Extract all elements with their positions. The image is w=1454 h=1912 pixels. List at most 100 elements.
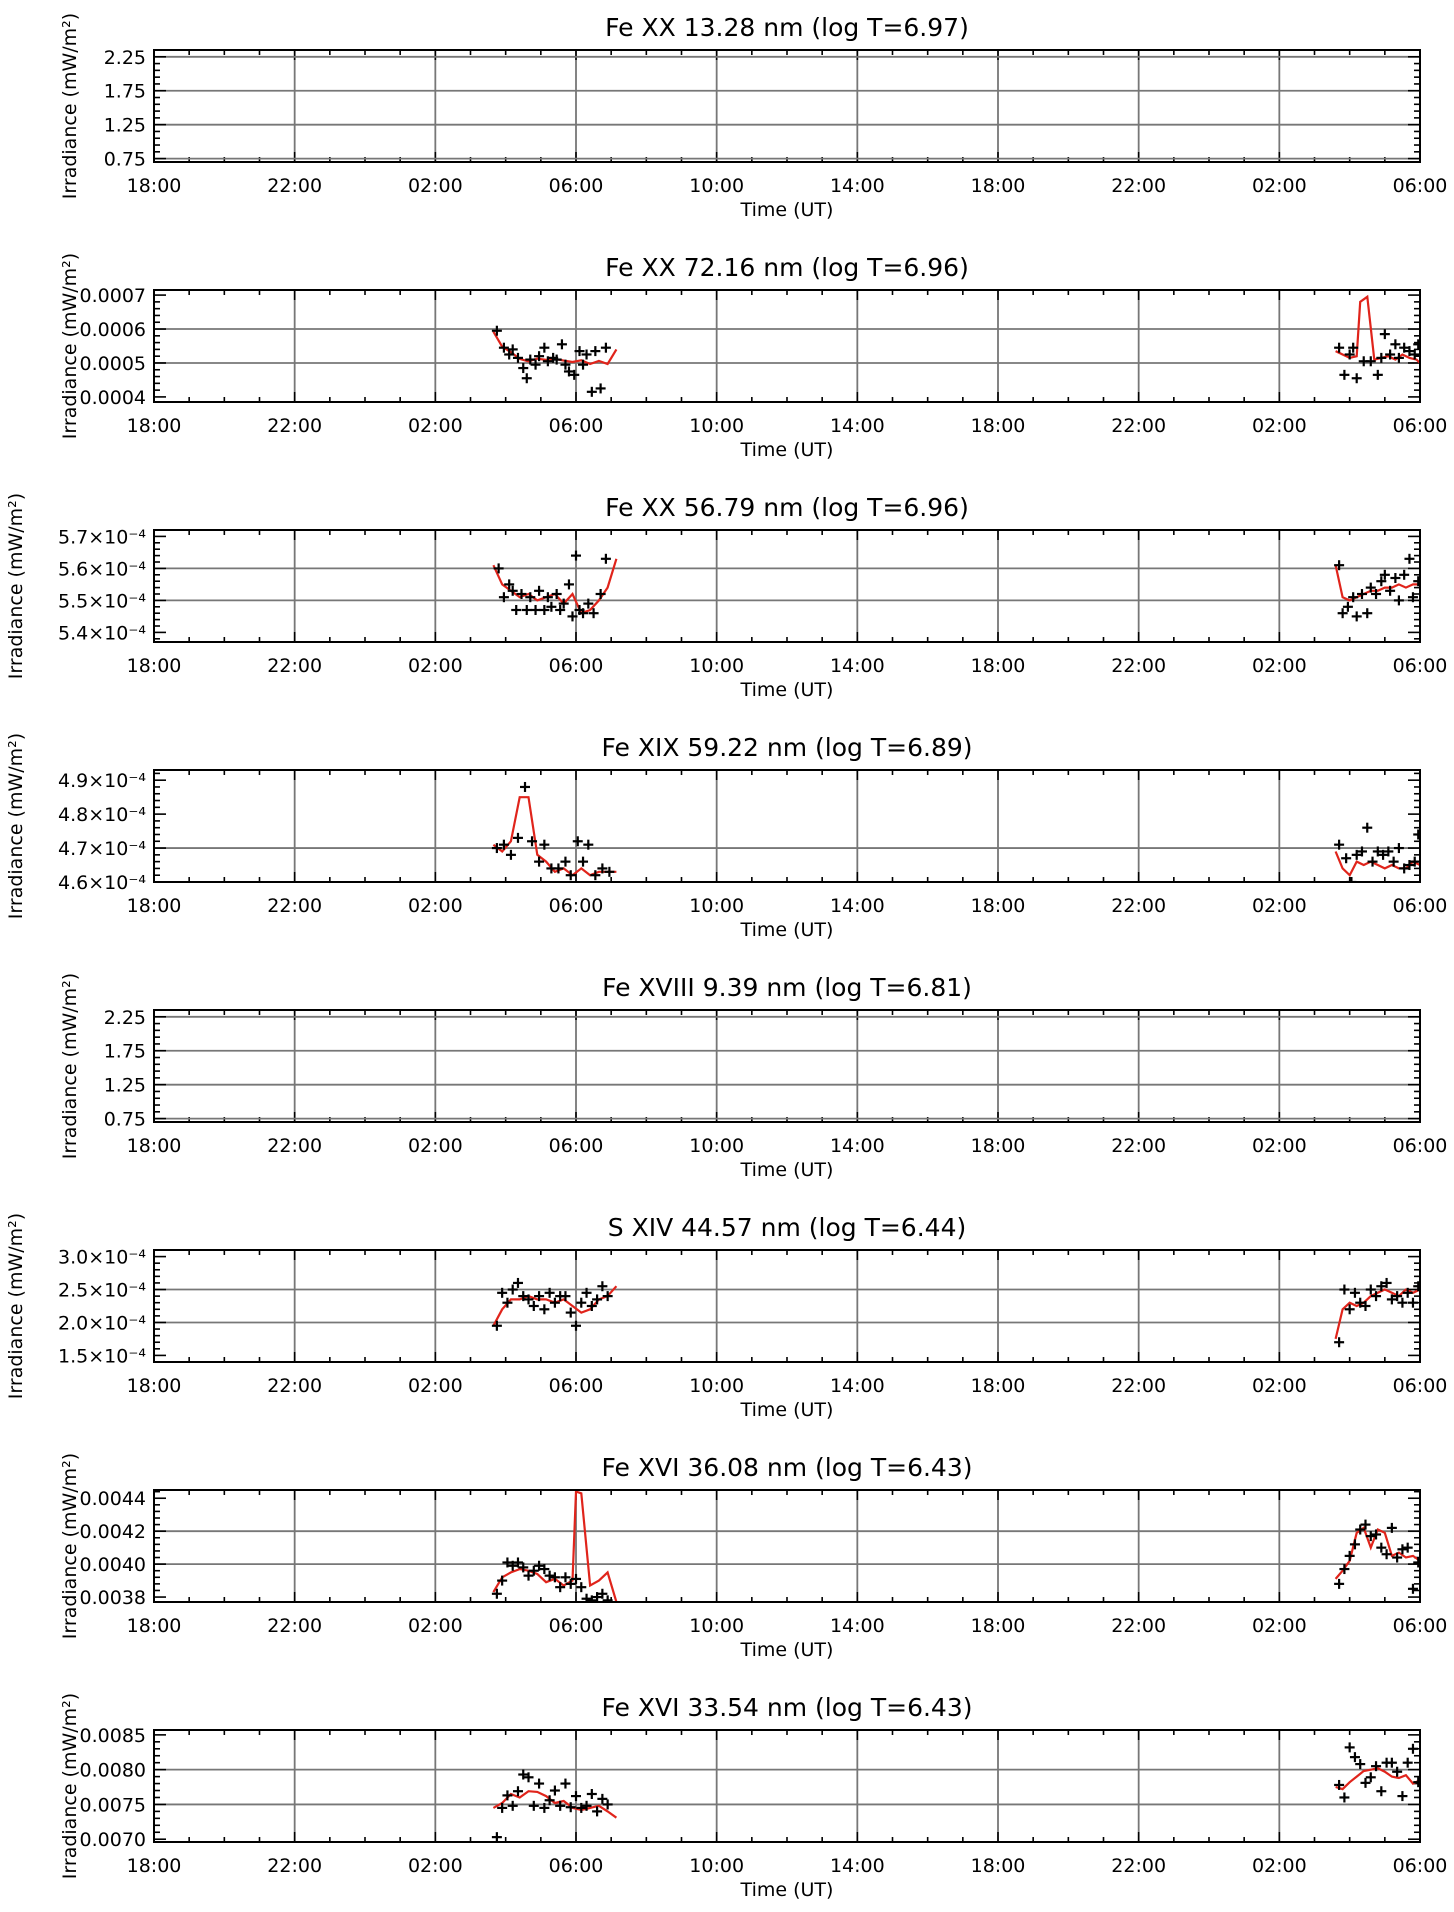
y-tick-label: 2.25	[104, 1007, 146, 1029]
data-point	[1337, 608, 1348, 619]
data-point	[578, 856, 589, 867]
data-point	[542, 592, 553, 603]
data-point	[525, 354, 536, 365]
data-point	[1378, 849, 1389, 860]
data-point	[586, 1595, 597, 1602]
y-tick-label: 1.25	[104, 115, 146, 137]
data-point	[590, 870, 601, 881]
data-point	[507, 1284, 518, 1295]
x-tick-label: 22:00	[1111, 1375, 1166, 1397]
x-tick-label: 22:00	[267, 415, 322, 437]
data-point	[581, 1800, 592, 1811]
data-point	[602, 1799, 613, 1810]
data-point	[539, 1304, 550, 1315]
data-point	[1407, 592, 1418, 603]
data-point	[1402, 1542, 1413, 1553]
data-point	[553, 863, 564, 874]
data-point	[502, 1790, 513, 1801]
x-tick-label: 02:00	[1252, 1375, 1307, 1397]
plot-data	[491, 1742, 1420, 1842]
data-point	[597, 1281, 608, 1292]
x-tick-label: 06:00	[549, 415, 604, 437]
data-point	[1392, 1552, 1403, 1563]
data-point	[1404, 860, 1415, 871]
data-point	[560, 1291, 571, 1302]
data-point	[1409, 349, 1420, 360]
data-point	[1390, 573, 1401, 583]
y-tick-label: 0.0075	[80, 1794, 146, 1816]
x-tick-label: 06:00	[1393, 655, 1448, 677]
data-point	[565, 870, 576, 881]
data-point	[504, 579, 515, 590]
x-tick-label: 06:00	[549, 1375, 604, 1397]
data-point	[574, 346, 585, 357]
data-point	[1397, 1297, 1408, 1308]
data-point	[588, 608, 599, 619]
x-tick-label: 06:00	[549, 1135, 604, 1157]
y-tick-label: 0.0006	[80, 319, 146, 341]
x-tick-label: 10:00	[689, 1375, 744, 1397]
x-tick-label: 14:00	[830, 895, 885, 917]
data-point	[539, 839, 550, 850]
data-point	[1351, 373, 1362, 384]
data-point	[493, 563, 504, 574]
data-point	[1351, 611, 1362, 622]
y-tick-label: 5.4×10⁻⁴	[58, 622, 146, 644]
y-tick-label: 0.0044	[80, 1488, 146, 1510]
data-point	[1402, 1287, 1413, 1298]
data-point	[1365, 1772, 1376, 1783]
data-point	[534, 1778, 545, 1789]
data-point	[1365, 582, 1376, 593]
plot-data	[491, 1490, 1420, 1602]
plot-frame	[153, 529, 1421, 643]
data-point	[1339, 369, 1350, 380]
data-point	[1386, 1294, 1397, 1305]
x-tick-label: 14:00	[830, 415, 885, 437]
x-tick-label: 02:00	[1252, 1615, 1307, 1637]
y-tick-label: 0.0005	[80, 353, 146, 375]
x-axis-label: Time (UT)	[740, 679, 834, 701]
x-tick-label: 10:00	[689, 1855, 744, 1877]
data-point	[511, 605, 522, 615]
x-tick-label: 02:00	[408, 1135, 463, 1157]
y-tick-label: 0.75	[104, 1109, 146, 1131]
data-point	[512, 352, 523, 363]
x-tick-label: 14:00	[830, 1375, 885, 1397]
data-point	[1355, 1759, 1366, 1770]
x-tick-label: 02:00	[408, 1615, 463, 1637]
data-point	[530, 359, 541, 370]
data-point	[1344, 1550, 1355, 1561]
data-point	[528, 1565, 539, 1576]
x-tick-label: 18:00	[127, 895, 182, 917]
y-tick-label: 2.25	[104, 47, 146, 69]
data-point	[1392, 1291, 1403, 1302]
x-tick-label: 18:00	[127, 175, 182, 197]
data-point	[539, 342, 550, 353]
data-point	[571, 1573, 581, 1584]
chart-panel: Fe XX 72.16 nm (log T=6.96) 18:00 22:00 02:…	[59, 253, 1447, 461]
chart-panel: Fe XX 13.28 nm (log T=6.97) 18:00 22:00 02:…	[59, 13, 1447, 221]
data-point	[569, 369, 580, 380]
data-point	[534, 856, 545, 867]
data-point	[583, 839, 594, 850]
data-point	[1399, 342, 1410, 353]
x-tick-label: 22:00	[1111, 1855, 1166, 1877]
data-point	[518, 1291, 529, 1302]
data-point	[497, 1802, 508, 1813]
data-point	[1349, 1539, 1360, 1550]
data-point	[1399, 569, 1410, 580]
data-point	[1390, 339, 1401, 350]
data-point	[578, 608, 589, 619]
x-axis-label: Time (UT)	[740, 1399, 834, 1421]
chart-panel: Fe XX 56.79 nm (log T=6.96) 18:00 22:00 02:…	[5, 493, 1447, 701]
data-point	[1413, 339, 1420, 350]
data-point	[1407, 1583, 1418, 1594]
data-point	[497, 1575, 508, 1586]
x-tick-label: 18:00	[971, 895, 1026, 917]
data-point	[555, 1800, 566, 1811]
data-point	[1339, 1564, 1350, 1575]
x-tick-label: 18:00	[127, 1855, 182, 1877]
data-point	[523, 1294, 534, 1305]
data-point	[498, 342, 509, 353]
